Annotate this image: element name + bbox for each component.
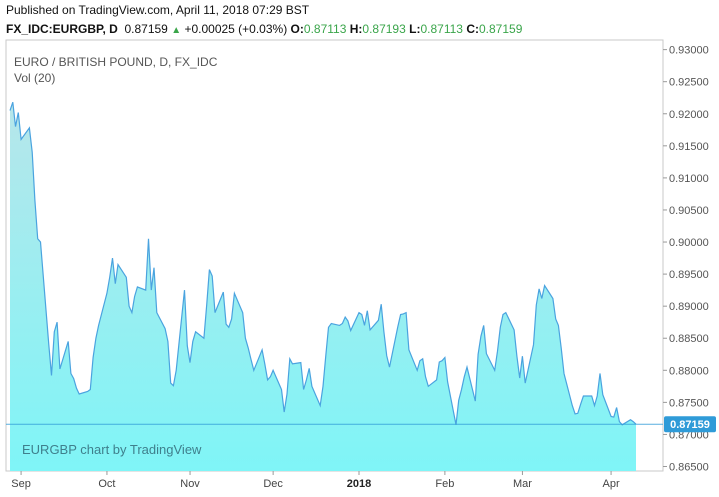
watermark-text: EURGBP chart by TradingView: [22, 442, 202, 457]
y-tick-label: 0.89000: [669, 301, 709, 313]
y-tick-label: 0.86500: [669, 462, 709, 474]
y-tick-label: 0.93000: [669, 45, 709, 57]
y-tick-label: 0.91000: [669, 173, 709, 185]
change-value: +0.00025 (+0.03%): [184, 22, 288, 36]
x-tick-label: Oct: [98, 478, 115, 490]
y-tick-label: 0.87000: [669, 429, 709, 441]
y-tick-label: 0.87500: [669, 397, 709, 409]
y-tick-label: 0.88000: [669, 365, 709, 377]
y-tick-label: 0.89500: [669, 269, 709, 281]
x-tick-label: 2018: [347, 478, 371, 490]
y-tick-label: 0.91500: [669, 141, 709, 153]
area-series: [9, 102, 637, 471]
chart-title: EURO / BRITISH POUND, D, FX_IDC: [14, 55, 218, 69]
y-tick-label: 0.88500: [669, 333, 709, 345]
last-price: 0.87159: [124, 22, 168, 36]
price-axis[interactable]: 0.93000 0.92500 0.92000 0.91500 0.91000 0.905…: [663, 45, 709, 474]
open-value: 0.87113: [303, 22, 347, 36]
open-label: O:: [290, 22, 304, 36]
up-arrow-icon: ▲: [171, 25, 182, 36]
x-tick-label: Nov: [180, 478, 200, 490]
y-tick-label: 0.90000: [669, 237, 709, 249]
quote-line: FX_IDC:EURGBP, D 0.87159 ▲ +0.00025 (+0.…: [6, 22, 522, 36]
price-line: [9, 102, 637, 426]
x-tick-label: Mar: [513, 478, 532, 490]
last-price-tag: [664, 416, 716, 433]
volume-indicator-label[interactable]: Vol (20): [14, 71, 55, 85]
y-tick-label: 0.92500: [669, 77, 709, 89]
x-tick-label: Apr: [603, 478, 620, 490]
close-label: C:: [466, 22, 479, 36]
x-tick-label: Sep: [11, 478, 31, 490]
low-value: 0.87113: [420, 22, 463, 36]
close-value: 0.87159: [478, 22, 523, 36]
x-tick-label: Dec: [263, 478, 283, 490]
x-tick-label: Feb: [435, 478, 454, 490]
y-tick-label: 0.90500: [669, 205, 709, 217]
published-line: Published on TradingView.com, April 11, …: [6, 3, 310, 17]
last-price-marker: 0.87159: [6, 416, 716, 433]
high-value: 0.87193: [362, 22, 406, 36]
symbol-label[interactable]: FX_IDC:EURGBP, D: [6, 22, 118, 36]
last-price-tag-label: 0.87159: [670, 419, 710, 431]
area-fill: [10, 102, 636, 471]
low-label: L:: [409, 22, 421, 36]
high-label: H:: [349, 22, 363, 36]
time-axis[interactable]: Sep Oct Nov Dec 2018 Feb Mar Apr: [11, 471, 620, 490]
y-tick-label: 0.92000: [669, 109, 709, 121]
